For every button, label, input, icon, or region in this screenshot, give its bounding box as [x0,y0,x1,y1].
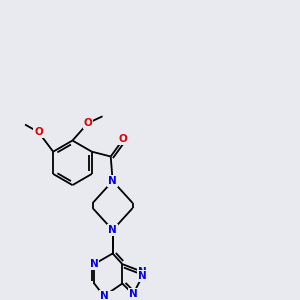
Text: N: N [100,291,108,300]
Text: N: N [108,176,117,186]
Text: O: O [84,118,92,128]
Text: N: N [129,289,137,299]
Text: O: O [119,134,128,144]
Text: N: N [138,267,147,277]
Text: N: N [138,271,147,281]
Text: N: N [108,225,117,235]
Text: N: N [90,259,99,269]
Text: O: O [34,127,43,137]
